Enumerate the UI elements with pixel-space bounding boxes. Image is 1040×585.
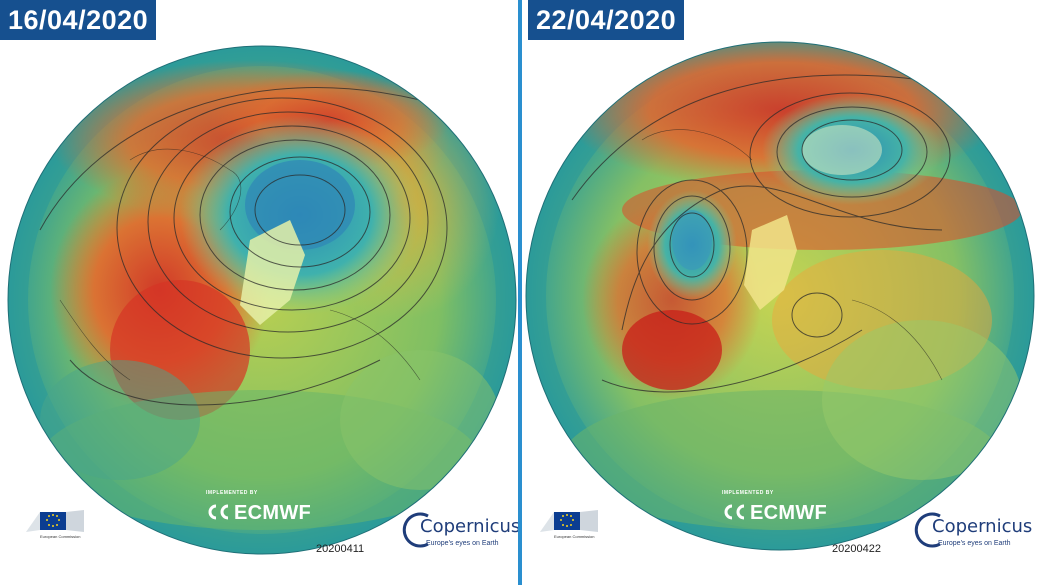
copernicus-logo: Copernicus Europe's eyes on Earth (910, 508, 1033, 552)
ecmwf-brand: ECMWF (234, 502, 312, 524)
copernicus-logo: Copernicus Europe's eyes on Earth (398, 508, 520, 552)
ecmwf-brand: ECMWF (750, 502, 828, 524)
map-panel-left: 16/04/2020 European Commission IMPLEMENT… (0, 0, 520, 555)
copernicus-tagline: Europe's eyes on Earth (426, 540, 499, 547)
copernicus-ring-icon (914, 512, 941, 548)
ecmwf-logo: IMPLEMENTED BY ECMWF (718, 490, 848, 526)
copernicus-tagline: Europe's eyes on Earth (938, 540, 1011, 547)
date-label: 16/04/2020 (0, 0, 157, 40)
ecmwf-logo: IMPLEMENTED BY ECMWF (202, 490, 332, 526)
ozone-globe-right (525, 41, 1035, 551)
ecmwf-mark-icon (724, 504, 745, 520)
map-panel-right: 22/04/2020 European Commission IMPLEMENT… (522, 0, 1040, 585)
eu-flag-logo: European Commission (26, 510, 84, 539)
date-label: 22/04/2020 (528, 0, 685, 40)
copernicus-word: Copernicus (420, 516, 520, 537)
ecmwf-mark-icon (208, 504, 229, 520)
eu-caption: European Commission (554, 534, 594, 539)
copernicus-ring-icon (402, 512, 429, 548)
date-stamp: 20200411 (316, 543, 365, 555)
eu-caption: European Commission (40, 534, 80, 539)
eu-flag-logo: European Commission (540, 510, 598, 539)
copernicus-word: Copernicus (932, 516, 1033, 537)
implemented-by-label: IMPLEMENTED BY (722, 490, 774, 496)
panel-divider (518, 0, 522, 585)
date-stamp: 20200422 (832, 543, 881, 555)
implemented-by-label: IMPLEMENTED BY (206, 490, 258, 496)
ozone-globe-left (7, 45, 517, 555)
